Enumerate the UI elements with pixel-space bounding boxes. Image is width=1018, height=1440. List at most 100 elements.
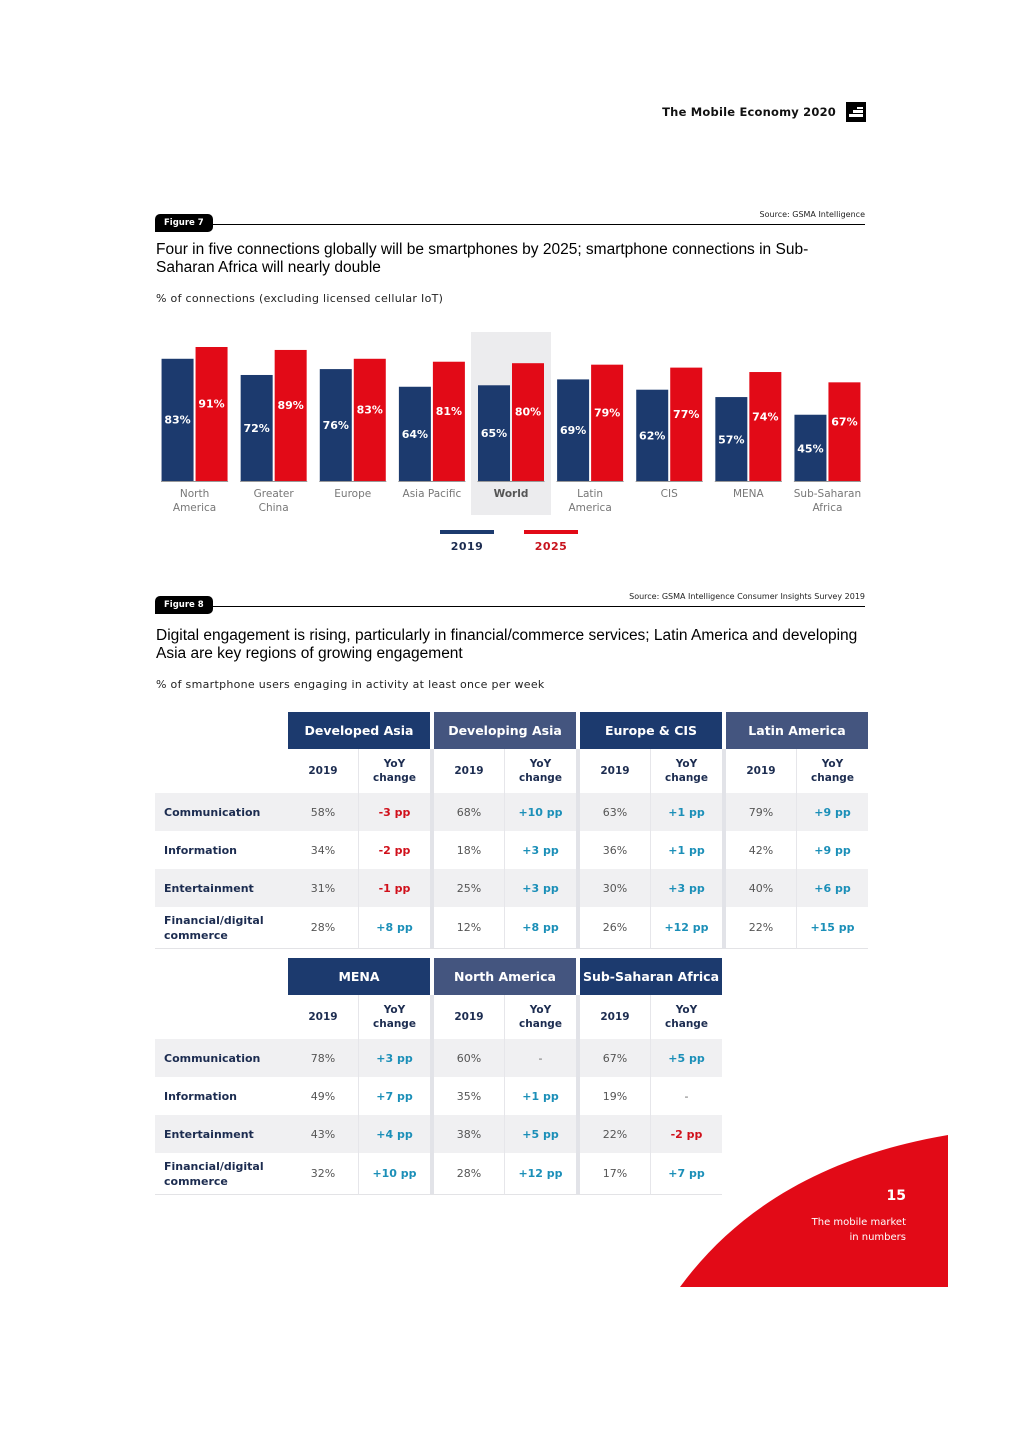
empty-corner-cell	[155, 958, 288, 995]
section-corner: 15 The mobile market in numbers	[680, 1135, 948, 1287]
value-cell: 78%	[288, 1039, 359, 1077]
legend-label-2019: 2019	[450, 540, 484, 553]
value-cell: 36%	[580, 831, 651, 869]
value-cell: 60%	[434, 1039, 505, 1077]
figure7-source: Source: GSMA Intelligence	[759, 210, 865, 219]
column-gap	[430, 793, 434, 831]
category-label-north-america: North	[180, 488, 209, 500]
bar-greater-china-2019	[240, 374, 273, 481]
column-gap	[430, 712, 434, 749]
table-row: Financial/digital commerce 28% +8 pp 12% +8 p…	[155, 907, 868, 949]
data-label-sub-saharan-africa-2025: 67%	[831, 416, 857, 429]
column-gap	[576, 958, 580, 995]
table-row: Information 49% +7 pp 35% +1 pp 19% -	[155, 1077, 722, 1115]
category-label-latin-america: Latin	[577, 488, 603, 500]
bar-sub-saharan-africa-2019	[794, 414, 827, 481]
column-gap	[430, 1115, 434, 1153]
category-label-greater-china: Greater	[254, 488, 295, 500]
data-label-world-2019: 65%	[481, 427, 507, 440]
category-label-europe: Europe	[334, 488, 371, 500]
change-cell: +3 pp	[505, 831, 576, 869]
figure8-title: Digital engagement is rising, particular…	[156, 627, 858, 662]
category-label-sub-saharan-africa: Sub-Saharan	[794, 488, 861, 500]
column-gap	[430, 831, 434, 869]
column-gap	[430, 869, 434, 907]
region-header: Developing Asia	[434, 712, 576, 749]
page-number: 15	[886, 1188, 906, 1204]
data-label-greater-china-2019: 72%	[243, 422, 269, 435]
figure8-header: Source: GSMA Intelligence Consumer Insig…	[155, 592, 865, 614]
region-header-row: Developed Asia Developing Asia Europe & CI…	[155, 712, 868, 749]
year-header: 2019	[726, 749, 797, 793]
table-row: Entertainment 43% +4 pp 38% +5 pp 22% -2 pp	[155, 1115, 722, 1153]
data-label-asia-pacific-2025: 81%	[436, 405, 462, 418]
change-cell: +3 pp	[359, 1039, 430, 1077]
category-label-mena: MENA	[733, 488, 765, 500]
yoy-change-header: YoY change	[651, 749, 722, 793]
year-header: 2019	[434, 749, 505, 793]
bar-north-america-2025	[195, 347, 228, 481]
value-cell: 18%	[434, 831, 505, 869]
bar-latin-america-2025	[591, 364, 624, 481]
subheader-row: 2019 YoY change 2019 YoY change 2019 YoY change 2…	[155, 749, 868, 793]
empty-corner-cell	[155, 995, 288, 1039]
row-label: Communication	[155, 793, 288, 831]
value-cell: 25%	[434, 869, 505, 907]
value-cell: 17%	[580, 1153, 651, 1195]
bar-greater-china-2025	[274, 349, 307, 481]
value-cell: 43%	[288, 1115, 359, 1153]
column-gap	[576, 749, 580, 793]
value-cell: 26%	[580, 907, 651, 949]
value-cell: 38%	[434, 1115, 505, 1153]
column-gap	[576, 1153, 580, 1195]
row-label: Entertainment	[155, 1115, 288, 1153]
value-cell: 79%	[726, 793, 797, 831]
change-cell: +3 pp	[651, 869, 722, 907]
change-cell: +1 pp	[651, 793, 722, 831]
value-cell: 67%	[580, 1039, 651, 1077]
column-gap	[722, 869, 726, 907]
legend-label-2025: 2025	[534, 540, 568, 553]
change-cell: -	[505, 1039, 576, 1077]
change-cell: +10 pp	[359, 1153, 430, 1195]
section-name: The mobile market in numbers	[766, 1215, 906, 1245]
data-label-mena-2025: 74%	[752, 410, 778, 423]
column-gap	[722, 907, 726, 949]
bar-mena-2019	[715, 397, 748, 481]
bar-world-2019	[478, 385, 510, 481]
change-cell: +5 pp	[505, 1115, 576, 1153]
column-gap	[722, 831, 726, 869]
bar-latin-america-2019	[557, 379, 590, 481]
column-gap	[430, 1153, 434, 1195]
data-label-latin-america-2025: 79%	[594, 407, 620, 420]
value-cell: 58%	[288, 793, 359, 831]
row-label: Communication	[155, 1039, 288, 1077]
legend-swatch-2019	[440, 530, 494, 534]
data-label-europe-2019: 76%	[323, 419, 349, 432]
value-cell: 34%	[288, 831, 359, 869]
year-header: 2019	[434, 995, 505, 1039]
publication-title: The Mobile Economy 2020	[662, 105, 836, 119]
bar-cis-2025	[670, 367, 703, 481]
empty-corner-cell	[155, 749, 288, 793]
column-gap	[430, 749, 434, 793]
figure7-badge: Figure 7	[155, 214, 213, 232]
bar-europe-2019	[319, 369, 352, 481]
region-header: North America	[434, 958, 576, 995]
data-label-mena-2019: 57%	[718, 433, 744, 446]
change-cell: +12 pp	[651, 907, 722, 949]
yoy-change-header: YoY change	[505, 995, 576, 1039]
category-label-asia-pacific: Asia Pacific	[403, 488, 462, 500]
data-label-asia-pacific-2019: 64%	[402, 428, 428, 441]
bar-cis-2019	[636, 389, 669, 481]
gsma-logo-icon	[846, 102, 866, 122]
year-header: 2019	[580, 749, 651, 793]
category-label-cis: CIS	[661, 488, 678, 500]
column-gap	[576, 1039, 580, 1077]
data-label-cis-2019: 62%	[639, 430, 665, 443]
bar-world-2025	[512, 363, 544, 481]
figure7-header: Source: GSMA Intelligence Figure 7	[155, 210, 865, 232]
section-name-line1: The mobile market	[811, 1217, 906, 1228]
column-gap	[722, 712, 726, 749]
data-label-europe-2025: 83%	[357, 403, 383, 416]
